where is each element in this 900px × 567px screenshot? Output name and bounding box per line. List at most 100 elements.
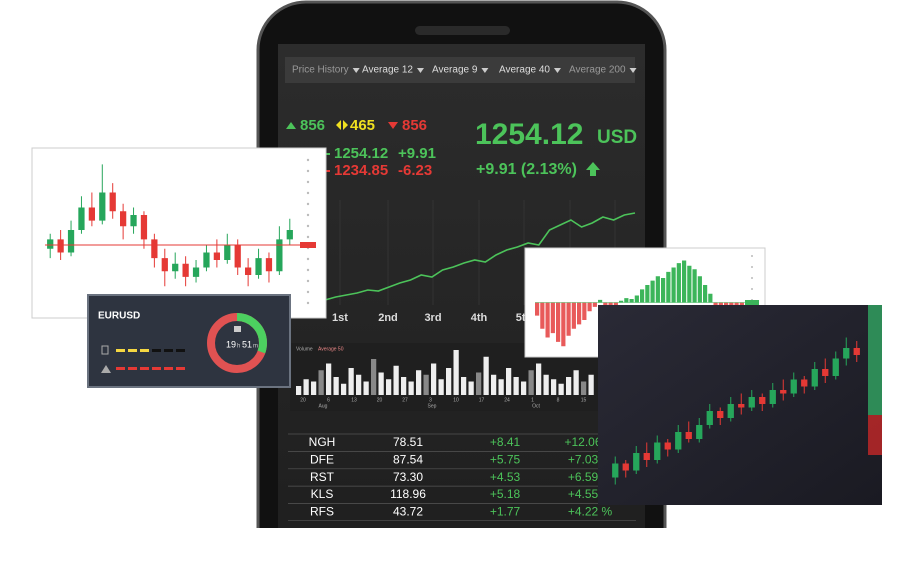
candle-body [822, 369, 829, 376]
month-label: Oct [532, 403, 540, 409]
volume-bar [431, 363, 437, 395]
table-cell: +8.41 [490, 435, 521, 449]
price-line [324, 212, 636, 301]
table-cell: NGH [309, 435, 336, 449]
volume-bar [326, 363, 332, 395]
candle-body [99, 192, 106, 221]
level-bar [164, 367, 173, 370]
ticker: 856 [300, 117, 325, 134]
table-cell: +4.22 % [568, 504, 613, 518]
table-cell: 73.30 [393, 470, 423, 484]
icon [101, 345, 109, 355]
volume-bar [513, 377, 519, 395]
ticker: 465 [350, 117, 375, 134]
candle-body [790, 379, 797, 394]
volume-bar [378, 372, 384, 395]
volume-bar [581, 381, 587, 395]
histogram-bar [703, 285, 708, 303]
volume-bar [311, 381, 317, 395]
tab-arrow [553, 68, 561, 73]
volume-bar [356, 374, 362, 395]
price: 1254.12 [475, 118, 583, 151]
volume-bar [408, 381, 414, 395]
table-cell: 78.51 [393, 435, 423, 449]
histogram-bar [540, 302, 545, 329]
quote-change: +9.91 [398, 145, 436, 162]
candle-body [780, 390, 787, 394]
x-label: 2nd [378, 312, 398, 324]
candle-body [748, 397, 755, 408]
tab[interactable]: Average 9 [432, 65, 478, 76]
axis-dot [306, 224, 310, 228]
histogram-bar [571, 302, 576, 329]
histogram-bar [556, 302, 561, 342]
speaker [415, 26, 510, 35]
month-label: Aug [319, 403, 328, 409]
histogram-bar [692, 269, 697, 303]
axis-dot [751, 266, 753, 268]
legend: Volume [296, 346, 313, 352]
histogram-bar [629, 299, 634, 303]
card [31, 147, 327, 319]
candle-body [738, 404, 745, 408]
histogram-bar [650, 280, 655, 303]
x-label: 3rd [424, 312, 441, 324]
eurusd-card: EURUSD 19 h 51 m [87, 294, 291, 388]
volume-bar [393, 365, 399, 395]
histogram-bar [582, 302, 587, 320]
histogram-bar [645, 285, 650, 303]
hours: 19 [226, 339, 236, 349]
candle-body [47, 239, 54, 249]
tab[interactable]: Average 40 [499, 65, 550, 76]
histogram-bar [661, 278, 666, 303]
candle-body [286, 230, 293, 240]
candle-body [843, 348, 850, 359]
candle-body [245, 267, 252, 275]
level-bar [116, 349, 125, 352]
candle-body [192, 267, 200, 277]
axis-dot [306, 257, 310, 261]
axis-dot [306, 279, 310, 283]
tab-bar [285, 57, 635, 83]
candle-body [801, 379, 808, 387]
volume-bar [423, 374, 429, 395]
histogram-bar [697, 276, 702, 303]
tab[interactable]: Average 12 [362, 65, 413, 76]
day-label: 15 [581, 397, 587, 403]
candle-body [255, 258, 262, 275]
table-cell: 43.72 [393, 504, 423, 518]
volume-bar [371, 359, 377, 395]
axis-dot [306, 191, 310, 195]
volume-bar [558, 383, 564, 395]
histogram-bar [655, 276, 660, 303]
x-label: 4th [471, 312, 488, 324]
volume-bar [543, 374, 549, 395]
level-bar [176, 349, 185, 352]
volume-bar [498, 379, 504, 395]
volume-bar [491, 374, 497, 395]
icon [101, 365, 111, 373]
table-cell: +5.18 [490, 487, 521, 501]
histogram-bar [676, 263, 681, 303]
candle-body [265, 258, 273, 272]
histogram-bar [561, 302, 566, 347]
tab-arrow [352, 68, 360, 73]
volume-bar [588, 374, 594, 395]
candle-body [120, 211, 127, 227]
candle-body [151, 239, 158, 259]
level-bar [176, 367, 185, 370]
price-marker [300, 242, 316, 248]
volume-bar [506, 368, 512, 395]
volume-bar [296, 386, 302, 395]
candle-body [654, 442, 661, 460]
candle-body [832, 358, 839, 376]
volume-bar [573, 370, 579, 395]
tab[interactable]: Price History [292, 65, 349, 76]
candle-body [67, 230, 75, 253]
candle-body [78, 207, 85, 230]
day-label: 13 [351, 397, 357, 403]
tab[interactable]: Average 200 [569, 65, 626, 76]
level-bar [128, 367, 137, 370]
level-bar [128, 349, 137, 352]
